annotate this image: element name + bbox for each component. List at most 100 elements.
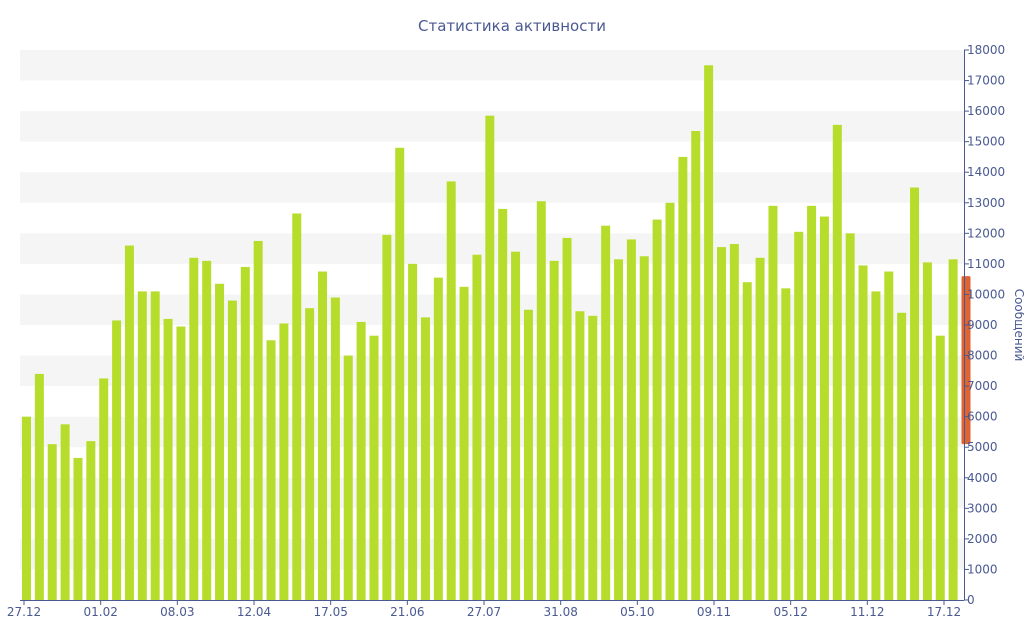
bar xyxy=(240,266,250,600)
y-tick-label: 5000 xyxy=(967,440,998,454)
bar xyxy=(73,457,83,600)
bar xyxy=(22,416,31,600)
bar xyxy=(704,65,714,600)
bar xyxy=(343,355,353,600)
y-tick-label: 2000 xyxy=(967,532,998,546)
bar xyxy=(279,323,289,600)
bar xyxy=(858,265,868,600)
bar xyxy=(922,262,932,600)
bar xyxy=(292,213,302,600)
bar xyxy=(755,257,765,600)
x-tick-label: 17.05 xyxy=(313,605,347,619)
bar xyxy=(99,378,109,600)
y-tick-label: 11000 xyxy=(967,257,1005,271)
bar xyxy=(601,225,611,600)
bar xyxy=(768,205,778,600)
y-tick-label: 3000 xyxy=(967,501,998,515)
x-tick-label: 11.12 xyxy=(850,605,884,619)
bar xyxy=(60,424,70,600)
y-tick-label: 7000 xyxy=(967,379,998,393)
bar xyxy=(652,219,662,600)
bar xyxy=(137,291,147,600)
bar xyxy=(446,181,456,600)
x-tick-label: 05.12 xyxy=(773,605,807,619)
x-tick-label: 01.02 xyxy=(83,605,117,619)
bar xyxy=(459,286,469,600)
bar xyxy=(819,216,829,600)
y-tick-label: 0 xyxy=(967,593,975,607)
y-tick-label: 16000 xyxy=(967,104,1005,118)
bar xyxy=(639,256,649,600)
bar xyxy=(86,441,96,600)
bar xyxy=(253,240,263,600)
bar xyxy=(498,208,508,600)
bar xyxy=(845,233,855,600)
bar xyxy=(227,300,237,600)
bar xyxy=(395,147,405,600)
grid-band xyxy=(20,50,964,81)
y-tick-label: 1000 xyxy=(967,562,998,576)
bar xyxy=(549,260,559,600)
y-tick-label: 18000 xyxy=(967,43,1005,57)
current-bar xyxy=(961,276,971,445)
bar xyxy=(935,335,945,600)
bar xyxy=(47,444,57,600)
bar xyxy=(305,308,315,600)
bar xyxy=(678,156,688,600)
x-tick-label: 31.08 xyxy=(543,605,577,619)
bar xyxy=(536,201,546,600)
bar xyxy=(884,271,894,600)
bar xyxy=(150,291,160,600)
x-tick-label: 17.12 xyxy=(927,605,961,619)
bar xyxy=(215,283,225,600)
bar xyxy=(189,257,199,600)
y-axis-title: Сообщений xyxy=(1012,289,1024,362)
x-tick-label: 27.12 xyxy=(7,605,41,619)
chart-title: Статистика активности xyxy=(418,17,606,35)
bar xyxy=(691,130,701,600)
bar xyxy=(34,373,44,600)
bar xyxy=(382,234,392,601)
y-tick-label: 10000 xyxy=(967,287,1005,301)
bar xyxy=(729,244,739,600)
bar xyxy=(716,247,726,600)
bar xyxy=(897,312,907,600)
x-tick-label: 21.06 xyxy=(390,605,424,619)
bar xyxy=(176,326,186,600)
bar xyxy=(523,309,533,600)
bar xyxy=(112,320,122,600)
bar xyxy=(871,291,881,600)
bar xyxy=(472,254,482,600)
bar xyxy=(562,237,572,601)
bar xyxy=(330,297,340,600)
x-tick-label: 12.04 xyxy=(237,605,271,619)
bar xyxy=(318,271,328,600)
bar xyxy=(626,239,636,600)
bar xyxy=(794,231,804,600)
bar xyxy=(408,263,418,600)
axes: 0 1000 2000 3000 4000 5000 6000 7000 8000 9000 100… xyxy=(7,43,1005,619)
bar xyxy=(614,259,624,600)
bar xyxy=(588,315,598,600)
bar xyxy=(807,205,817,600)
bar xyxy=(433,277,443,600)
y-tick-label: 6000 xyxy=(967,410,998,424)
bar xyxy=(575,311,585,600)
x-tick-label: 05.10 xyxy=(620,605,654,619)
y-tick-label: 12000 xyxy=(967,226,1005,240)
bar xyxy=(910,187,920,600)
x-tick-label: 09.11 xyxy=(697,605,731,619)
bar xyxy=(781,288,791,600)
y-tick-label: 13000 xyxy=(967,196,1005,210)
bar xyxy=(832,124,842,601)
bar xyxy=(266,340,276,600)
bar xyxy=(420,317,430,600)
bar xyxy=(202,260,212,600)
bar xyxy=(948,259,958,600)
y-tick-label: 4000 xyxy=(967,471,998,485)
bar xyxy=(124,245,134,600)
y-tick-label: 17000 xyxy=(967,74,1005,88)
bar xyxy=(356,321,366,600)
